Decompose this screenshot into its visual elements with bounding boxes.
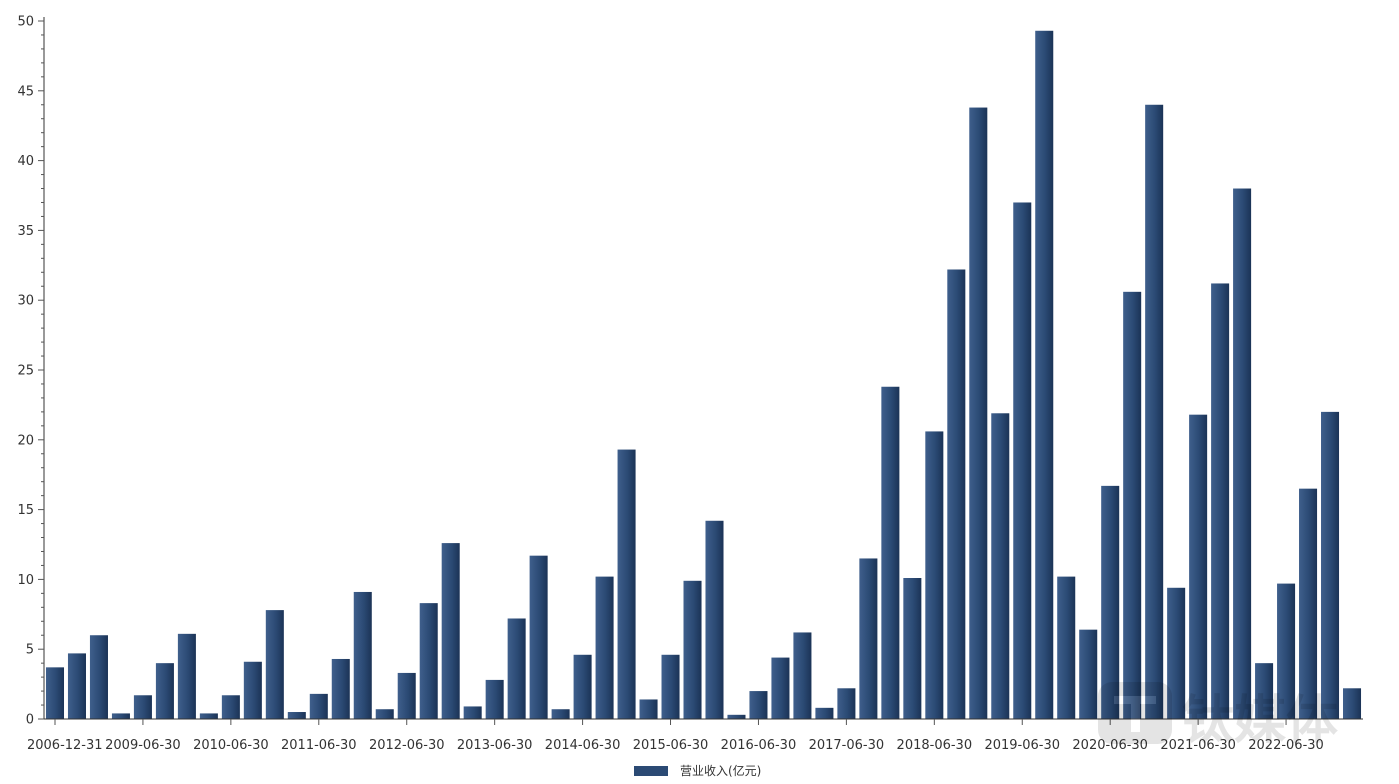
bar-32[interactable] [749,691,768,719]
bars-group [45,30,1362,720]
x-tick-label: 2018-06-30 [897,738,973,753]
tmt-logo-icon [1098,682,1172,744]
bar-48[interactable] [1101,485,1120,719]
x-tick-label: 2011-06-30 [281,738,357,753]
bar-4[interactable] [133,695,152,719]
x-tick-label: 2020-06-30 [1072,738,1148,753]
bar-0[interactable] [45,667,65,719]
bar-26[interactable] [617,449,636,719]
bar-36[interactable] [837,688,856,719]
bar-50[interactable] [1145,104,1164,719]
bar-53[interactable] [1211,283,1230,719]
bar-43[interactable] [991,413,1010,719]
y-tick-label: 40 [17,154,34,169]
watermark-text: 钛媒体 [1182,691,1338,751]
bar-27[interactable] [639,699,658,719]
bar-29[interactable] [683,580,702,719]
bar-49[interactable] [1123,291,1142,719]
bar-59[interactable] [1343,688,1362,719]
bar-52[interactable] [1189,414,1208,719]
bar-9[interactable] [243,661,262,719]
bar-1[interactable] [67,653,86,719]
x-tick-label: 2015-06-30 [633,738,709,753]
bar-8[interactable] [221,695,240,719]
bar-23[interactable] [551,709,570,719]
y-tick-label: 30 [17,294,34,309]
legend[interactable]: 营业收入(亿元) [634,762,761,779]
bar-55[interactable] [1255,663,1274,719]
y-tick-label: 15 [17,503,34,518]
bar-40[interactable] [925,431,944,719]
bar-21[interactable] [507,618,526,719]
bar-31[interactable] [727,714,746,719]
bar-15[interactable] [375,709,394,719]
y-tick-label: 5 [26,643,34,658]
bar-54[interactable] [1233,188,1252,719]
y-tick-label: 20 [17,433,34,448]
bar-17[interactable] [419,603,438,719]
bar-22[interactable] [529,555,548,719]
bar-34[interactable] [793,632,812,719]
bar-58[interactable] [1321,411,1340,719]
bar-25[interactable] [595,576,614,719]
x-tick-label: 2017-06-30 [809,738,885,753]
bar-12[interactable] [309,693,328,719]
legend-label: 营业收入(亿元) [680,764,762,778]
x-tick-label: 2006-12-31 [27,738,103,753]
bar-16[interactable] [397,672,416,719]
y-tick-label: 0 [26,713,34,728]
bar-14[interactable] [353,591,372,719]
y-tick-label: 45 [17,84,34,99]
bar-42[interactable] [969,107,988,720]
bar-11[interactable] [287,712,306,719]
x-tick-label: 2014-06-30 [545,738,621,753]
bar-18[interactable] [441,543,460,719]
y-tick-label: 50 [17,15,34,30]
bar-39[interactable] [903,578,922,719]
bar-46[interactable] [1057,576,1076,719]
bar-7[interactable] [199,713,218,719]
x-tick-label: 2010-06-30 [193,738,269,753]
bar-2[interactable] [89,635,108,719]
x-tick-label: 2012-06-30 [369,738,445,753]
x-tick-label: 2009-06-30 [105,738,181,753]
bar-38[interactable] [881,386,900,719]
bar-35[interactable] [815,707,834,719]
bar-28[interactable] [661,654,680,719]
x-tick-label: 2013-06-30 [457,738,533,753]
bar-57[interactable] [1299,488,1318,719]
legend-swatch [634,765,668,776]
bar-47[interactable] [1079,629,1098,719]
y-tick-label: 10 [17,573,34,588]
watermark: 钛媒体 [1098,682,1338,751]
x-tick-label: 2019-06-30 [984,738,1060,753]
y-tick-label: 25 [17,364,34,379]
bar-51[interactable] [1167,587,1186,719]
bar-19[interactable] [463,706,482,719]
x-tick-label: 2022-06-30 [1248,738,1324,753]
bar-56[interactable] [1277,583,1296,719]
bar-30[interactable] [705,520,724,719]
y-tick-label: 35 [17,224,34,239]
x-axis: 2006-12-31 2009-06-30 2010-06-30 2011-06-30… [27,718,1363,753]
bar-33[interactable] [771,657,790,719]
x-tick-label: 2021-06-30 [1160,738,1236,753]
bar-10[interactable] [265,610,284,719]
bar-37[interactable] [859,558,878,719]
bar-44[interactable] [1013,202,1032,720]
y-axis: 0 5 10 15 20 25 30 35 40 45 50 [17,15,45,728]
bar-45[interactable] [1035,30,1054,719]
bar-41[interactable] [947,269,966,719]
bar-3[interactable] [111,713,130,719]
bar-6[interactable] [177,633,196,719]
x-tick-label: 2016-06-30 [721,738,797,753]
bar-13[interactable] [331,658,350,719]
bar-24[interactable] [573,654,592,719]
bar-20[interactable] [485,679,504,719]
bar-5[interactable] [155,663,174,719]
